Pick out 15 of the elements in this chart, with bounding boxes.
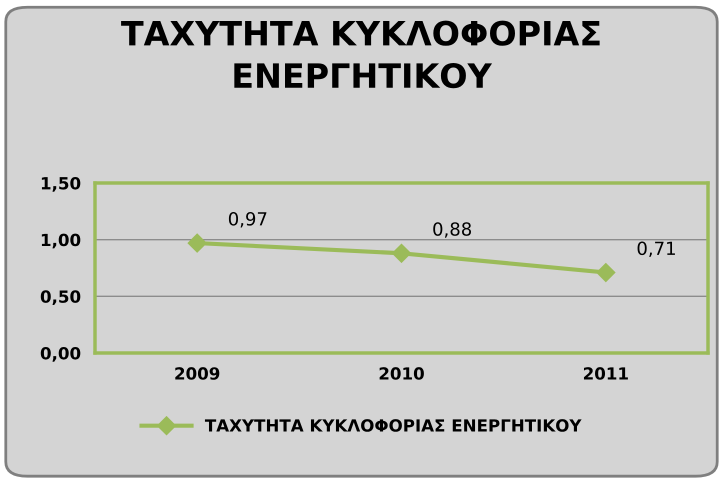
point [392, 244, 412, 263]
legend-label: ΤΑΧΥΤΗΤΑ ΚΥΚΛΟΦΟΡΙΑΣ ΕΝΕΡΓΗΤΙΚΟΥ [204, 419, 582, 432]
chart-title: ΤΑΧΥΤΗΤΑ ΚΥΚΛΟΦΟΡΙΑΣ ΕΝΕΡΓΗΤΙΚΟΥ [121, 20, 600, 88]
x-tick-label: 2009 [175, 367, 220, 380]
point [188, 234, 207, 253]
point [596, 263, 616, 282]
data-label: 0,97 [228, 212, 266, 228]
y-tick-label: 0,00 [40, 346, 80, 362]
y-tick-label: 0,50 [40, 290, 80, 306]
y-tick-label: 1,50 [42, 176, 80, 192]
x-tick-label: 2010 [380, 367, 424, 380]
y-tick-label: 1,00 [42, 234, 80, 248]
data-label: 0,71 [638, 241, 675, 257]
x-tick-label: 2011 [584, 367, 628, 380]
data-label: 0,88 [433, 222, 472, 238]
